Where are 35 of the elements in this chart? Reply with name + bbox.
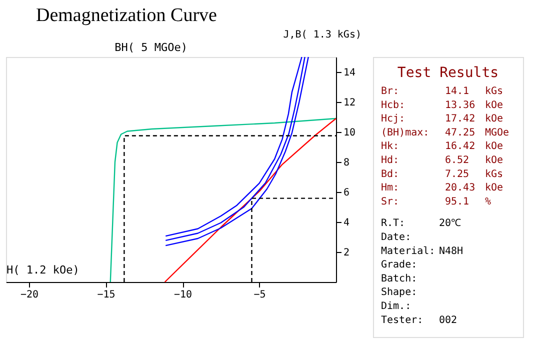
- text: Hd: 6.52 kOe: [381, 155, 504, 166]
- text: Date:: [381, 232, 412, 243]
- text: Sr: 95.1 %: [381, 196, 492, 208]
- x2-axis-title: BH( 5 MGOe): [114, 41, 188, 54]
- text: Dim.:: [381, 301, 412, 312]
- text: Batch:: [381, 273, 418, 284]
- text: Tester: 002: [381, 314, 458, 326]
- line-series: [164, 118, 337, 283]
- x-tick-label: −15: [97, 290, 116, 300]
- text: Bd: 7.25 kGs: [381, 168, 504, 180]
- x-tick-label: −5: [254, 290, 266, 300]
- text: Hcb: 13.36 kOe: [381, 100, 504, 111]
- y-tick-label: 6: [344, 188, 350, 198]
- y-tick-label: 12: [344, 98, 356, 108]
- y-tick-label: 4: [344, 218, 350, 228]
- y-tick-label: 2: [344, 248, 350, 258]
- text: Hk: 16.42 kOe: [381, 141, 504, 152]
- text: Shape:: [381, 287, 418, 298]
- text: Test Results: [397, 65, 499, 81]
- line-series: [110, 118, 337, 283]
- x-axis-title: H( 1.2 kOe): [6, 264, 80, 276]
- y-tick-label: 10: [344, 128, 356, 138]
- text: Material: N48H: [381, 246, 464, 257]
- text: (BH)max: 47.25 MGOe: [381, 127, 510, 138]
- y-tick-label: 8: [344, 158, 350, 168]
- text: R.T: 20℃: [381, 218, 462, 230]
- text: Br: 14.1 kGs: [381, 86, 504, 97]
- text: Hcj: 17.42 kOe: [381, 114, 504, 125]
- chart-title: Demagnetization Curve: [36, 5, 217, 26]
- x-tick-label: −20: [20, 290, 39, 300]
- y-tick-label: 14: [344, 68, 356, 78]
- text: Grade:: [381, 260, 418, 271]
- x-tick-label: −10: [174, 290, 192, 300]
- text: Hm: 20.43 kOe: [381, 182, 504, 194]
- y-axis-title: J,B( 1.3 kGs): [283, 30, 362, 40]
